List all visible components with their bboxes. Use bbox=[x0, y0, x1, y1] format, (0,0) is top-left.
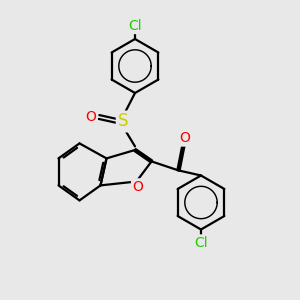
Text: O: O bbox=[133, 180, 143, 194]
Text: Cl: Cl bbox=[128, 19, 142, 32]
Text: O: O bbox=[180, 131, 190, 145]
Text: S: S bbox=[118, 112, 128, 130]
Text: Cl: Cl bbox=[194, 236, 208, 250]
Text: O: O bbox=[85, 110, 96, 124]
